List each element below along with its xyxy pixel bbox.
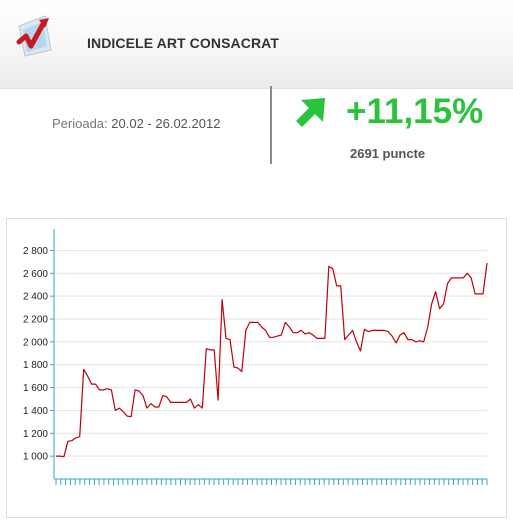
chart-panel: 1 000 1 200 1 400 1 600 1 800 2 000 2 200 2 400… [6,218,507,518]
y-tick-label: 1 000 [23,452,48,463]
index-line-chart: 1 000 1 200 1 400 1 600 1 800 2 000 2 200 2 400… [23,229,488,485]
page-title: INDICELE ART CONSACRAT [87,35,279,51]
series-line [56,262,488,458]
y-tick-label: 2 000 [23,337,48,348]
y-tick-label: 2 200 [23,315,48,326]
y-tick-label: 2 800 [23,246,48,257]
up-arrow-icon [296,98,325,127]
y-tick-label: 1 400 [23,406,48,417]
header-bar: INDICELE ART CONSACRAT [0,0,513,89]
y-tick-label: 2 600 [23,269,48,280]
period-info: Perioada: 20.02 - 26.02.2012 [52,116,220,131]
percent-change: +11,15% [346,92,484,131]
y-tick-label: 1 800 [23,360,48,371]
summary-divider [270,86,272,164]
rising-chart-logo-icon [16,15,52,57]
y-tick-label: 1 600 [23,383,48,394]
y-tick-label: 1 200 [23,429,48,440]
period-label: Perioada: [52,116,108,131]
period-value: 20.02 - 26.02.2012 [111,116,221,131]
y-tick-label: 2 400 [23,292,48,303]
points-value: 2691 puncte [350,146,426,161]
